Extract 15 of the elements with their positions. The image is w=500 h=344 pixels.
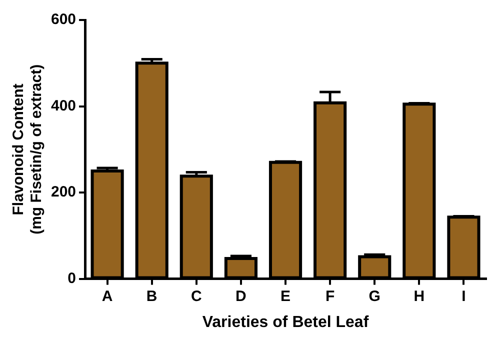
y-tick-label: 0 — [68, 270, 76, 287]
x-tick-label: E — [280, 288, 291, 305]
y-tick-label: 400 — [50, 97, 76, 114]
x-tick-label: I — [462, 288, 466, 305]
y-axis-title: Flavonoid Content (mg Fisetin/g of extract) — [10, 64, 46, 234]
x-tick-label: D — [236, 288, 247, 305]
x-tick-label: C — [190, 288, 202, 305]
x-axis-title: Varieties of Betel Leaf — [202, 314, 370, 331]
x-tick-label: F — [325, 288, 335, 305]
y-tick-label: 200 — [50, 184, 76, 201]
x-tick-label: B — [146, 288, 158, 305]
x-tick-label: H — [414, 288, 425, 305]
x-tick-label: G — [368, 288, 380, 305]
x-tick-label: A — [102, 288, 113, 305]
y-tick-label: 600 — [50, 11, 76, 28]
